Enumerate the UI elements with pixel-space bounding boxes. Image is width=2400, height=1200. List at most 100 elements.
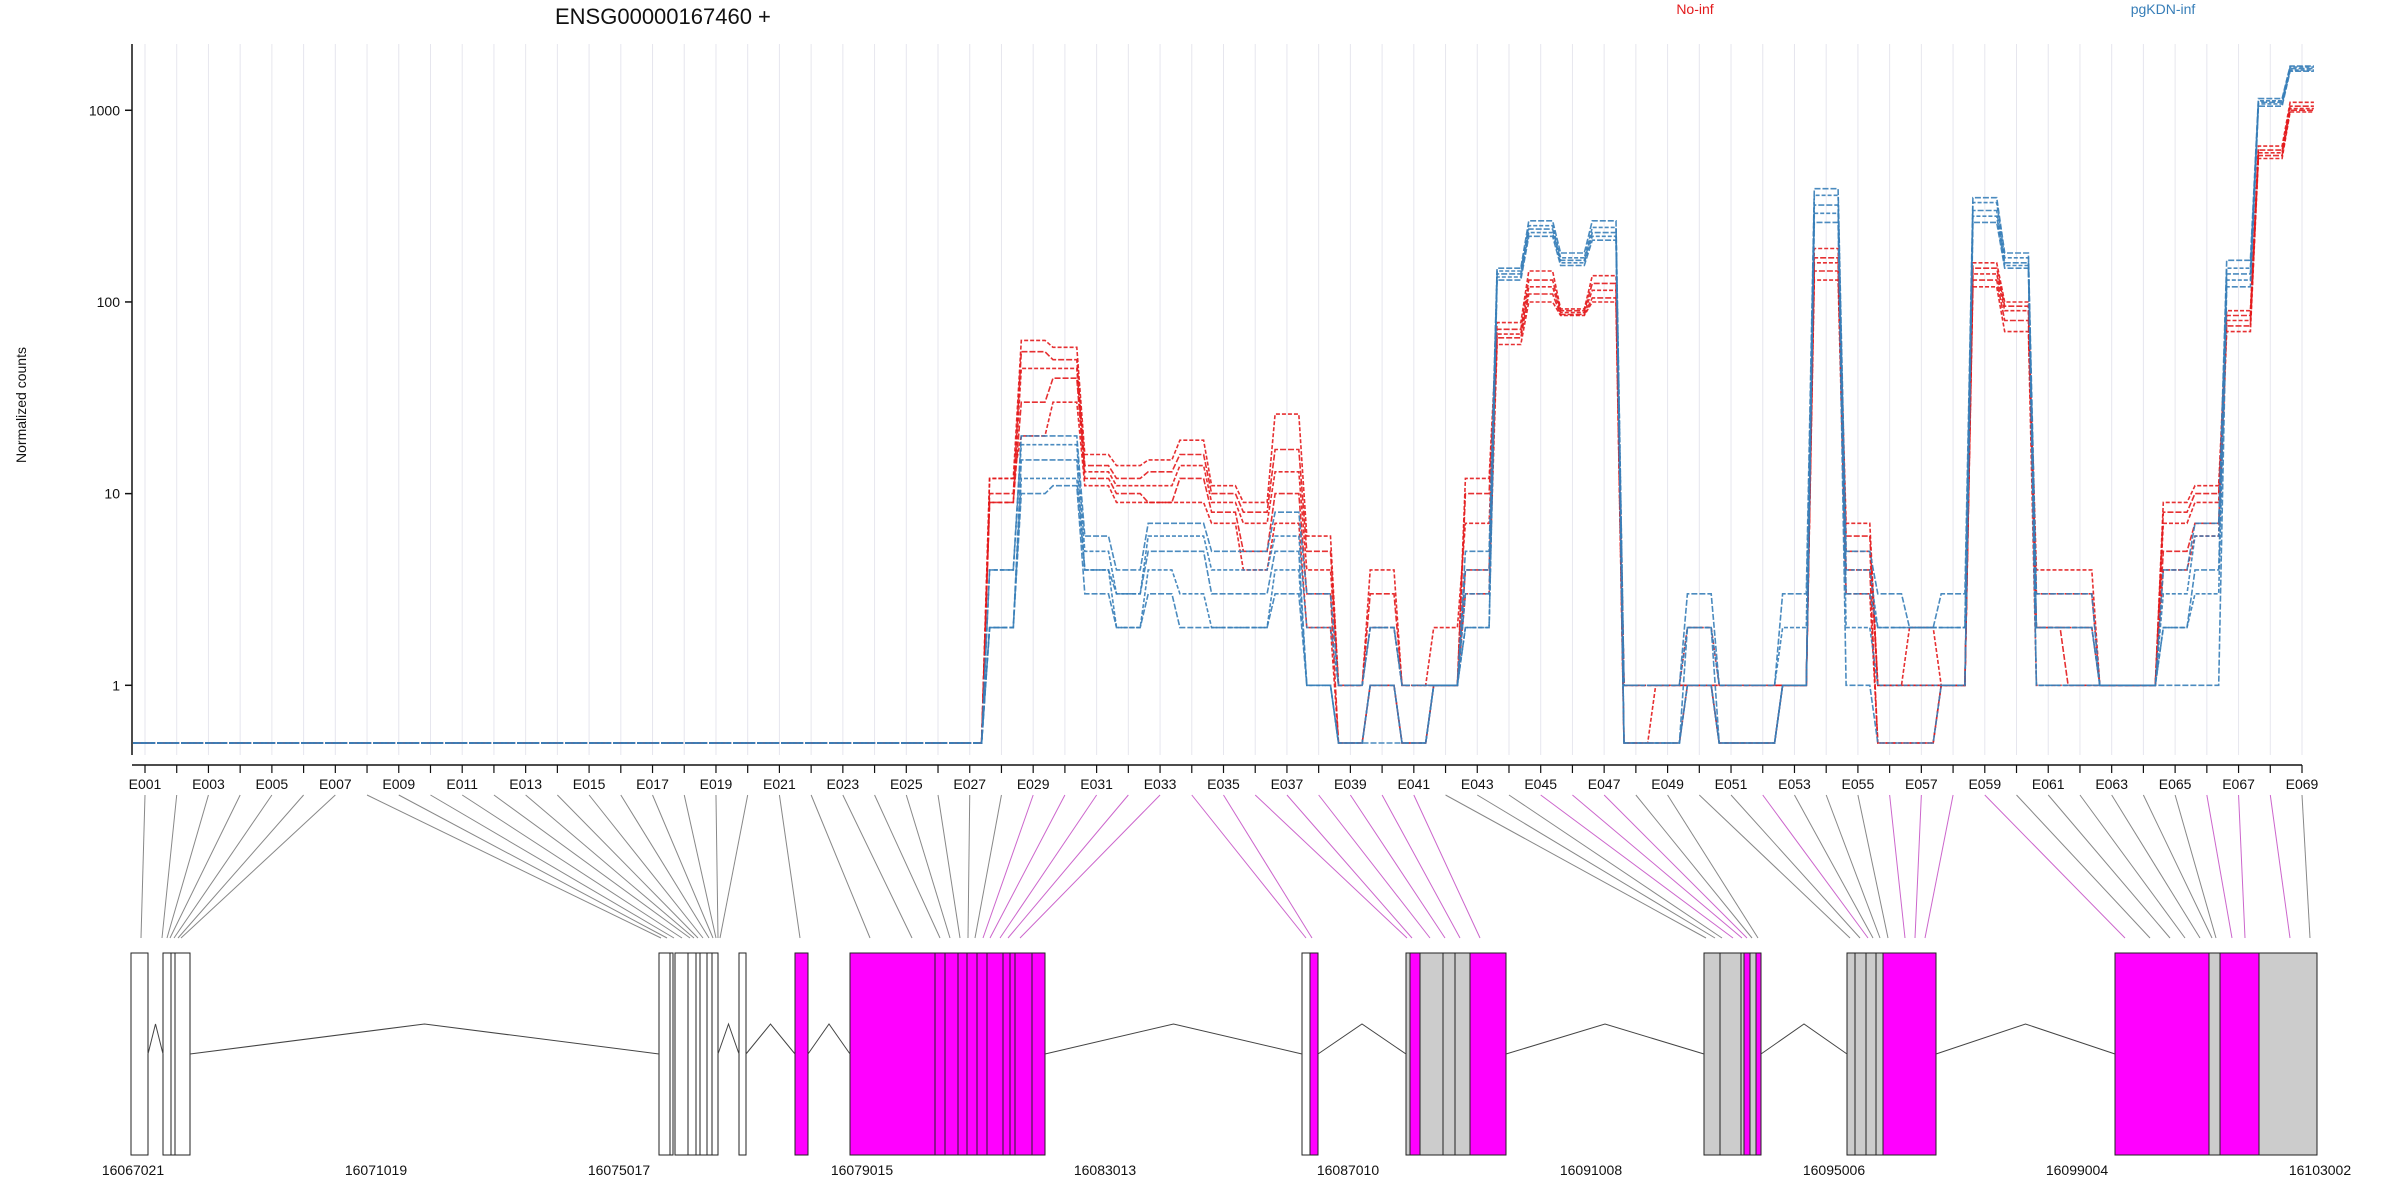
exon-connector xyxy=(1825,794,1881,939)
exon-block xyxy=(738,952,747,1156)
exon-block xyxy=(1454,952,1471,1156)
x-tick-label: E025 xyxy=(890,776,923,792)
x-tick-label: E067 xyxy=(2222,776,2255,792)
exon-block xyxy=(1846,952,1856,1156)
exon-connector xyxy=(140,794,146,939)
exon-connector xyxy=(1635,794,1753,939)
x-tick-label: E015 xyxy=(573,776,606,792)
exon-connector xyxy=(525,794,695,939)
genomic-coordinate-label: 16079015 xyxy=(831,1162,894,1178)
x-tick-label: E045 xyxy=(1524,776,1557,792)
exon-block xyxy=(1875,952,1884,1156)
exon-connector xyxy=(2269,794,2291,939)
exon-block xyxy=(174,952,191,1156)
x-tick-label: E063 xyxy=(2095,776,2128,792)
x-tick-label: E049 xyxy=(1651,776,1684,792)
x-tick-label: E027 xyxy=(953,776,986,792)
genomic-coordinate-label: 16067021 xyxy=(102,1162,165,1178)
x-tick-label: E007 xyxy=(319,776,352,792)
exon-connector xyxy=(1223,794,1313,939)
y-tick-label: 1000 xyxy=(89,102,120,118)
exon-connector xyxy=(715,794,719,939)
intron-line xyxy=(1044,1023,1303,1055)
exon-connector xyxy=(1254,794,1408,939)
exon-connector xyxy=(1762,794,1869,939)
exon-connector xyxy=(1477,794,1716,939)
genomic-coordinate-label: 16087010 xyxy=(1317,1162,1380,1178)
exon-block xyxy=(2219,952,2260,1156)
exon-connector xyxy=(1889,794,1906,939)
x-tick-label: E043 xyxy=(1461,776,1494,792)
exon-connector xyxy=(778,794,801,939)
x-tick-label: E031 xyxy=(1080,776,1113,792)
exon-connector xyxy=(1924,794,1954,939)
x-tick-label: E057 xyxy=(1905,776,1938,792)
exon-connector xyxy=(967,794,971,939)
exon-connector xyxy=(2047,794,2171,939)
genomic-axis: 16067021 16071019 16075017 16079015 16083013… xyxy=(102,1162,2352,1178)
genomic-coordinate-label: 16095006 xyxy=(1803,1162,1866,1178)
genomic-coordinate-label: 16075017 xyxy=(588,1162,651,1178)
exon-block xyxy=(1309,952,1319,1156)
exon-connector xyxy=(1603,794,1748,939)
exon-block xyxy=(1002,952,1011,1156)
exon-connector xyxy=(2174,794,2217,939)
exon-connector xyxy=(2301,794,2311,939)
exon-block xyxy=(976,952,988,1156)
chart-title: ENSG00000167460 + xyxy=(555,4,771,29)
exon-block xyxy=(1743,952,1751,1156)
exon-connector xyxy=(2016,794,2151,939)
x-tick-label: E041 xyxy=(1397,776,1430,792)
x-tick-label: E011 xyxy=(446,776,478,792)
exon-block xyxy=(944,952,959,1156)
exon-block xyxy=(1405,952,1411,1156)
exon-connector xyxy=(1413,794,1481,939)
x-tick-label: E055 xyxy=(1842,776,1875,792)
x-axis: E001 E003 E005 E007 E009 E011 E013 E015 E017 E019… xyxy=(129,764,2319,792)
exon-connector xyxy=(1794,794,1874,939)
exon-connector xyxy=(173,794,273,939)
genomic-coordinate-label: 16083013 xyxy=(1074,1162,1137,1178)
y-axis-label: Normalized counts xyxy=(13,347,29,463)
exon-connector xyxy=(620,794,710,939)
exon-connector xyxy=(874,794,941,939)
exon-block xyxy=(849,952,936,1156)
exon-connector xyxy=(430,794,675,939)
exon-connector xyxy=(974,794,1002,939)
x-tick-label: E061 xyxy=(2032,776,2065,792)
exon-block xyxy=(170,952,176,1156)
exon-connector xyxy=(177,794,304,939)
intron-line xyxy=(1760,1023,1848,1055)
x-tick-label: E003 xyxy=(192,776,225,792)
exon-block xyxy=(1755,952,1762,1156)
exon-connector xyxy=(1286,794,1413,939)
x-tick-label: E029 xyxy=(1017,776,1050,792)
exon-block xyxy=(130,952,149,1156)
intron-line xyxy=(807,1023,851,1055)
x-tick-label: E069 xyxy=(2286,776,2319,792)
exon-connector xyxy=(1857,794,1889,939)
x-tick-label: E033 xyxy=(1144,776,1177,792)
y-tick-label: 100 xyxy=(97,294,121,310)
exon-connector xyxy=(1381,794,1461,939)
legend-label-pgkdn-inf: pgKDN-inf xyxy=(2131,1,2196,17)
exon-block xyxy=(1031,952,1046,1156)
exon-block xyxy=(1409,952,1421,1156)
exon-block xyxy=(695,952,701,1156)
x-tick-label: E053 xyxy=(1778,776,1811,792)
exon-connector xyxy=(2142,794,2213,939)
exon-connector xyxy=(557,794,699,939)
exon-block xyxy=(1882,952,1937,1156)
exon-connector xyxy=(1445,794,1707,939)
x-tick-label: E047 xyxy=(1588,776,1621,792)
exon-connector xyxy=(1508,794,1723,939)
exon-block xyxy=(1865,952,1877,1156)
exon-block xyxy=(1014,952,1033,1156)
x-tick-label: E023 xyxy=(827,776,860,792)
y-axis: 1 10 100 1000 xyxy=(89,44,133,755)
genomic-coordinate-label: 16091008 xyxy=(1560,1162,1623,1178)
exon-connector xyxy=(1318,794,1431,939)
exon-connector xyxy=(398,794,668,939)
intron-line xyxy=(189,1023,660,1055)
